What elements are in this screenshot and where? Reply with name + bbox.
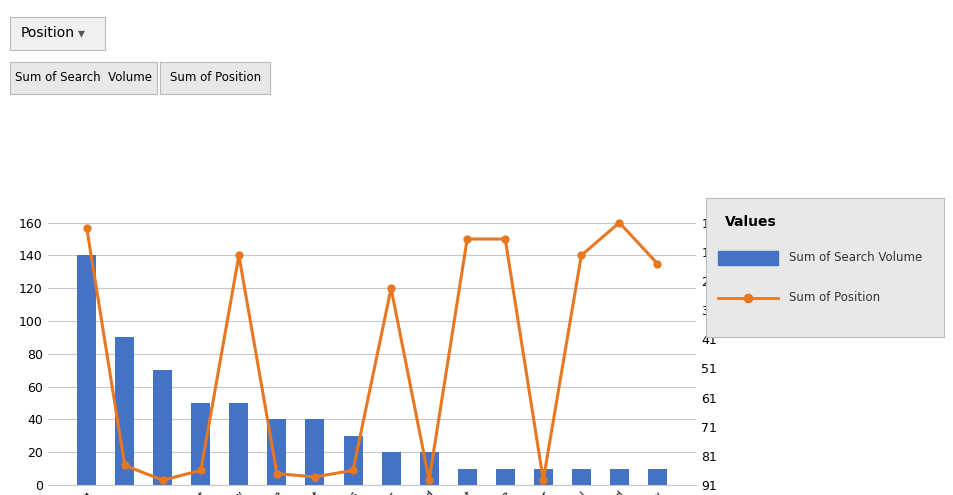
Bar <box>115 338 134 485</box>
Bar <box>571 469 590 485</box>
Bar <box>267 419 286 485</box>
Bar <box>609 469 628 485</box>
Text: Sum of Search  Volume: Sum of Search Volume <box>15 71 152 85</box>
Bar <box>192 403 210 485</box>
Text: Position: Position <box>21 26 75 41</box>
Bar <box>457 469 476 485</box>
Text: Values: Values <box>724 215 776 229</box>
Bar <box>419 452 438 485</box>
Bar <box>381 452 400 485</box>
Bar <box>647 469 666 485</box>
Text: Sum of Position: Sum of Position <box>170 71 260 85</box>
Bar <box>343 436 362 485</box>
Bar <box>153 370 172 485</box>
Bar <box>717 250 777 264</box>
Bar <box>77 255 96 485</box>
Bar <box>229 403 248 485</box>
Bar <box>496 469 515 485</box>
Text: Sum of Position: Sum of Position <box>789 291 880 304</box>
Bar <box>305 419 324 485</box>
Bar <box>534 469 552 485</box>
Text: ▾: ▾ <box>78 26 85 40</box>
Text: Sum of Search Volume: Sum of Search Volume <box>789 251 922 264</box>
